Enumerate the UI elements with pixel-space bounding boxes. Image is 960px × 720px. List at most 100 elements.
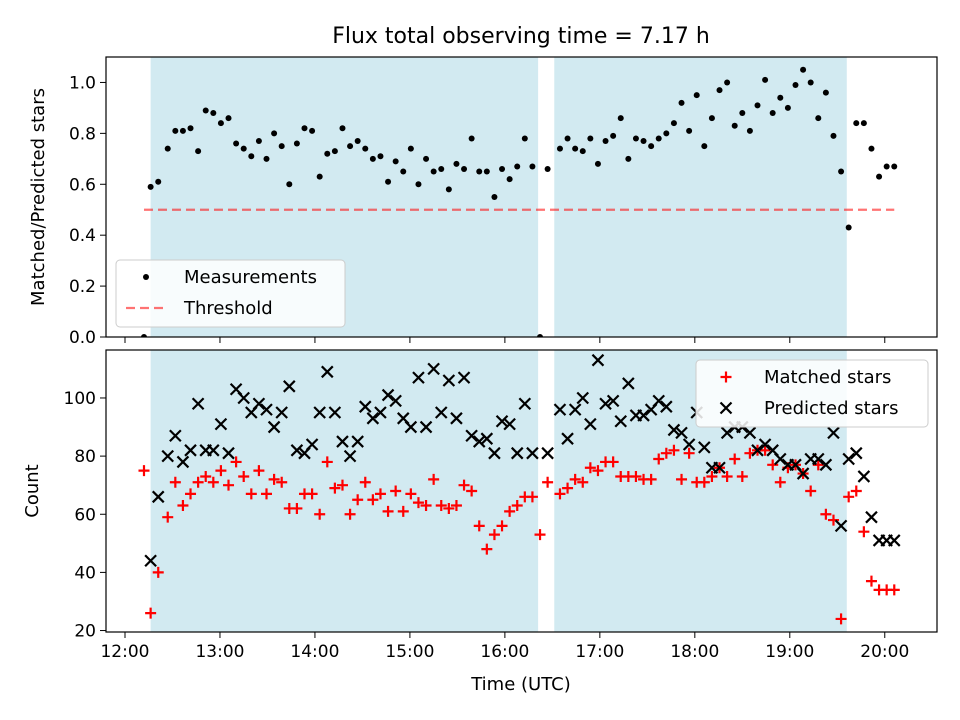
matched-star-point	[359, 476, 371, 488]
top-panel-y-tick-label: 0.4	[69, 226, 96, 246]
matched-star-point	[630, 470, 642, 482]
measurement-point	[140, 334, 147, 337]
predicted-star-point	[495, 414, 509, 428]
predicted-star-point	[305, 438, 319, 451]
predicted-star-point	[321, 365, 334, 379]
measurement-point	[491, 194, 498, 200]
measurement-point	[686, 127, 693, 134]
predicted-star-point	[336, 435, 349, 448]
top-panel-y-tick-label: 0.0	[69, 328, 96, 348]
matched-star-point	[511, 500, 523, 512]
bottom-panel-data	[138, 353, 901, 625]
predicted-star-point	[887, 534, 901, 547]
matched-star-point	[721, 470, 733, 482]
predicted-star-point	[184, 444, 197, 457]
predicted-star-point	[682, 438, 696, 451]
matched-legend-marker	[720, 371, 732, 383]
matched-star-point	[569, 473, 581, 485]
legend-threshold-label: Threshold	[183, 298, 273, 319]
predicted-star-point	[743, 426, 757, 440]
predicted-star-point	[366, 412, 380, 425]
matched-star-point	[291, 502, 303, 514]
measurement-point	[445, 186, 452, 193]
predicted-star-point	[374, 406, 387, 419]
measurement-point	[762, 76, 769, 83]
predicted-star-point	[480, 432, 494, 445]
predicted-star-point	[568, 403, 582, 416]
predicted-star-point	[561, 432, 574, 445]
measurement-point	[521, 135, 528, 142]
x-tick-label: 14:00	[290, 642, 339, 662]
predicted-star-point	[457, 371, 471, 384]
matched-star-point	[344, 508, 356, 520]
measurement-point	[883, 163, 890, 170]
measurement-point	[293, 140, 300, 147]
bottom-legend: Matched stars Predicted stars	[695, 359, 929, 428]
predicted-star-point	[675, 426, 688, 440]
matched-star-point	[245, 488, 257, 500]
chart-title: Flux total observing time = 7.17 h	[332, 24, 710, 49]
predicted-star-point	[819, 458, 833, 472]
predicted-star-point	[191, 397, 205, 411]
top-panel: Matched/Predicted stars 0.0 0.2 0.4 0.6 0.8 1…	[28, 56, 938, 348]
measurement-point	[663, 130, 670, 137]
matched-star-point	[253, 465, 265, 477]
matched-star-point	[223, 479, 235, 491]
measurement-point	[331, 148, 338, 155]
predicted-star-point	[553, 403, 567, 416]
measurement-point	[147, 183, 154, 190]
x-tick-label: 20:00	[860, 642, 909, 662]
matched-star-point	[177, 500, 189, 512]
predicted-star-point	[774, 452, 787, 466]
measurement-point	[423, 155, 430, 162]
matched-star-point	[835, 613, 847, 625]
top-legend-box	[115, 259, 346, 328]
measurement-point	[309, 127, 316, 134]
matched-star-point	[542, 476, 554, 488]
top-panel-frame	[105, 56, 938, 338]
measurement-point	[271, 130, 278, 137]
measurement-point	[860, 120, 867, 127]
measurement-point	[610, 132, 617, 139]
predicted-star-point	[427, 362, 440, 376]
measurement-point	[499, 166, 506, 172]
matched-star-point	[321, 456, 333, 468]
predicted-star-point	[652, 394, 666, 408]
matched-star-point	[473, 520, 485, 532]
matched-star-point	[668, 444, 680, 456]
predicted-star-point	[275, 406, 288, 419]
matched-star-point	[526, 491, 538, 503]
measurement-point	[602, 138, 609, 144]
measurement-point	[187, 125, 194, 132]
matched-star-point	[736, 470, 748, 482]
measurement-point	[632, 135, 639, 142]
predicted-star-point	[599, 397, 612, 411]
measurement-point	[724, 79, 731, 86]
measurement-point	[701, 143, 708, 150]
measurement-point	[678, 99, 685, 106]
matched-star-point	[888, 584, 900, 596]
predicted-star-point	[151, 490, 165, 504]
top-panel-data	[140, 66, 898, 337]
matched-star-point	[481, 543, 493, 555]
measurement-point	[210, 110, 217, 116]
measurement-point	[225, 115, 232, 122]
measurement-point	[392, 158, 399, 165]
measurement-point	[514, 163, 521, 170]
x-tick-label: 17:00	[575, 642, 624, 662]
measurement-point	[483, 168, 490, 175]
measurement-point	[369, 155, 376, 162]
top-panel-y-tick-label: 1.0	[69, 73, 96, 93]
measurement-point	[830, 132, 837, 139]
matched-star-point	[577, 476, 589, 488]
measurement-point	[476, 168, 483, 175]
predicted-star-point	[827, 426, 840, 440]
measurement-point	[769, 110, 776, 116]
matched-star-point	[314, 508, 326, 520]
matched-star-point	[268, 473, 280, 485]
measurement-point	[278, 143, 285, 150]
x-axis-label: Time (UTC)	[470, 674, 571, 695]
matched-star-point	[592, 465, 604, 477]
predicted-star-point	[442, 374, 456, 387]
predicted-star-point	[751, 444, 764, 457]
